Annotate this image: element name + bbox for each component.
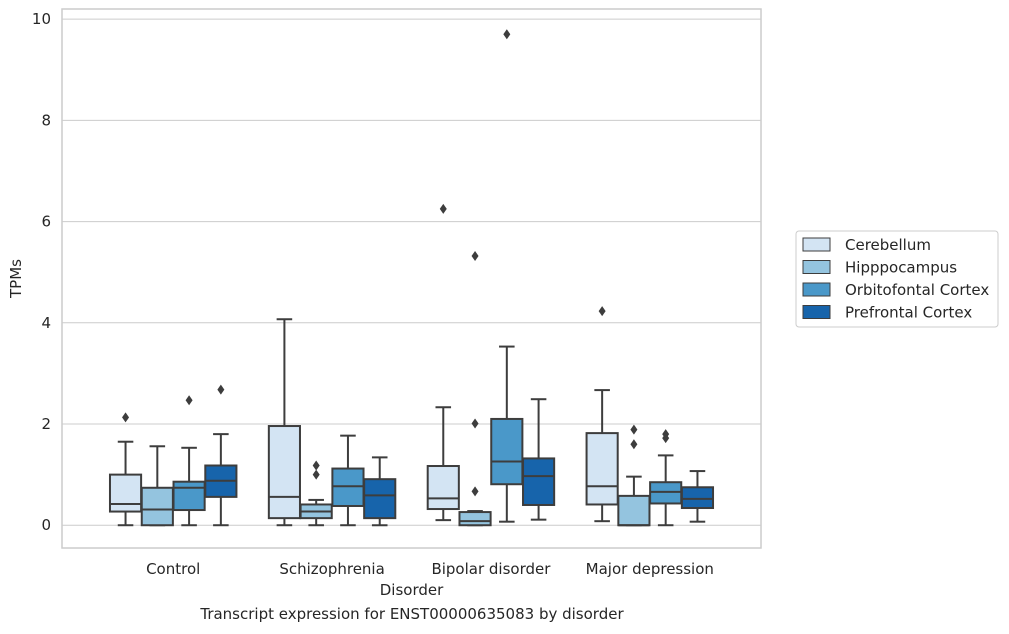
box-hipppocampus (458, 250, 492, 527)
y-axis-label: TPMs (7, 259, 25, 299)
legend-swatch (802, 282, 831, 297)
outlier-point (122, 412, 130, 423)
legend: Cerebellum Hipppocampus Orbitofontal Corte… (795, 230, 999, 328)
y-tick-label: 4 (41, 314, 51, 332)
legend-swatch (802, 260, 831, 274)
box-hipppocampus (299, 460, 333, 527)
legend-entry: Hipppocampus (845, 259, 957, 277)
box-cerebellum (426, 203, 460, 522)
x-axis-label: Disorder (380, 581, 444, 599)
box-iqr (267, 425, 301, 520)
y-tick-label: 8 (41, 111, 51, 129)
outlier-point (598, 306, 606, 317)
box-hipppocampus (617, 424, 651, 527)
box-iqr (649, 481, 683, 505)
outlier-point (185, 395, 193, 406)
x-tick-label: Schizophrenia (279, 560, 384, 578)
box-iqr (363, 478, 397, 520)
box-prefrontal-cortex (522, 398, 556, 521)
box-prefrontal-cortex (363, 456, 397, 527)
box-orbitofontal-cortex (490, 29, 524, 523)
y-tick-label: 6 (41, 213, 51, 231)
outlier-point (217, 384, 225, 395)
box-cerebellum (585, 306, 619, 523)
box-iqr (490, 417, 524, 486)
y-tick-label: 10 (32, 10, 51, 28)
x-tick-label: Bipolar disorder (431, 560, 551, 578)
legend-swatch (802, 305, 831, 319)
box-iqr (617, 494, 651, 527)
legend-entry: Orbitofontal Cortex (845, 281, 989, 299)
box-iqr (108, 473, 143, 513)
outlier-point (471, 250, 479, 261)
outlier-point (662, 429, 670, 440)
y-tick-label: 2 (41, 415, 51, 433)
box-iqr (585, 432, 619, 506)
x-tick-label: Control (146, 560, 200, 578)
box-iqr (172, 480, 206, 512)
box-iqr (331, 467, 365, 507)
legend-entry: Cerebellum (845, 236, 931, 254)
box-iqr (522, 457, 556, 506)
box-iqr (140, 486, 174, 527)
outlier-point (630, 424, 638, 435)
y-tick-label: 0 (41, 516, 51, 534)
box-hipppocampus (140, 445, 174, 527)
box-iqr (458, 511, 492, 527)
box-orbitofontal-cortex (331, 434, 365, 527)
x-tick-label: Major depression (586, 560, 714, 578)
box-series (108, 29, 715, 527)
outlier-point (503, 29, 511, 40)
outlier-point (439, 203, 447, 214)
y-axis-ticks: 0 2 4 6 8 10 (32, 10, 51, 534)
outlier-point (471, 486, 479, 497)
box-iqr (426, 465, 460, 511)
outlier-point (312, 469, 320, 480)
plot-area (62, 9, 761, 548)
box-prefrontal-cortex (680, 470, 715, 523)
outlier-point (471, 418, 479, 429)
box-orbitofontal-cortex (172, 395, 206, 527)
outlier-point (312, 460, 320, 471)
chart-caption: Transcript expression for ENST0000063508… (200, 605, 624, 623)
legend-swatch (802, 237, 831, 252)
legend-entry: Prefrontal Cortex (845, 304, 972, 322)
box-prefrontal-cortex (204, 384, 238, 527)
box-cerebellum (267, 318, 301, 527)
x-axis-ticks: Control Schizophrenia Bipolar disorder Majo… (146, 560, 714, 578)
plot-frame (61, 8, 762, 549)
legend-frame (795, 230, 999, 328)
box-iqr (680, 486, 715, 510)
outlier-point (630, 439, 638, 450)
